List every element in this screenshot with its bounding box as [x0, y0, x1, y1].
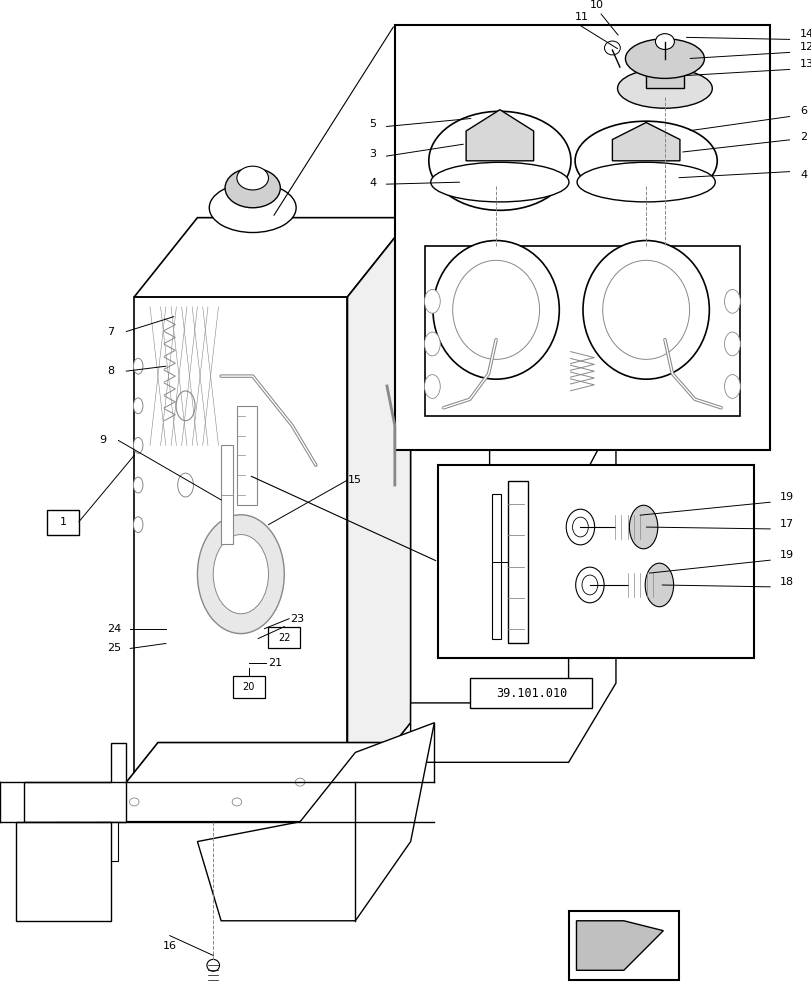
Text: 17: 17	[779, 519, 792, 529]
Ellipse shape	[232, 798, 242, 806]
Bar	[438, 465, 753, 658]
Polygon shape	[134, 218, 410, 297]
Ellipse shape	[178, 473, 193, 497]
Text: 1: 1	[59, 517, 67, 527]
Ellipse shape	[225, 168, 280, 208]
Text: 4: 4	[368, 178, 375, 188]
Text: 39.101.010: 39.101.010	[496, 687, 566, 700]
Text: 22: 22	[277, 633, 290, 643]
Polygon shape	[424, 246, 739, 416]
Bar	[221, 445, 233, 544]
Ellipse shape	[723, 332, 740, 356]
Ellipse shape	[654, 34, 674, 50]
Text: 18: 18	[779, 577, 792, 587]
Ellipse shape	[213, 535, 268, 614]
Ellipse shape	[424, 289, 440, 313]
Text: 11: 11	[574, 12, 588, 22]
Ellipse shape	[424, 332, 440, 356]
Ellipse shape	[129, 798, 139, 806]
Bar	[568, 911, 678, 980]
Bar	[268, 627, 300, 648]
Text: 20: 20	[242, 682, 255, 692]
Ellipse shape	[176, 391, 195, 421]
Text: 25: 25	[107, 643, 122, 653]
Text: 10: 10	[589, 0, 603, 10]
Bar	[47, 510, 79, 535]
Ellipse shape	[581, 575, 597, 595]
Polygon shape	[611, 122, 679, 161]
Bar	[95, 822, 118, 861]
Ellipse shape	[424, 375, 440, 398]
Text: 3: 3	[369, 149, 375, 159]
Ellipse shape	[133, 517, 143, 533]
Ellipse shape	[574, 121, 716, 200]
Ellipse shape	[133, 438, 143, 453]
Bar	[233, 676, 264, 698]
Bar	[507, 481, 527, 643]
Ellipse shape	[133, 398, 143, 414]
Ellipse shape	[565, 509, 594, 545]
Polygon shape	[410, 406, 616, 762]
Bar	[491, 494, 501, 639]
Text: 8: 8	[107, 366, 114, 376]
Text: 16: 16	[162, 941, 177, 951]
Ellipse shape	[577, 162, 714, 202]
Polygon shape	[489, 247, 599, 287]
Ellipse shape	[237, 166, 268, 190]
Text: 24: 24	[107, 624, 122, 634]
Text: 6: 6	[799, 106, 806, 116]
Ellipse shape	[207, 959, 219, 971]
Ellipse shape	[723, 375, 740, 398]
Polygon shape	[646, 59, 683, 88]
Ellipse shape	[197, 515, 284, 634]
Ellipse shape	[723, 289, 740, 313]
Polygon shape	[24, 743, 127, 822]
Bar	[470, 678, 591, 708]
Ellipse shape	[431, 162, 569, 202]
Ellipse shape	[428, 111, 570, 210]
Text: 5: 5	[369, 119, 375, 129]
Ellipse shape	[645, 563, 673, 607]
Bar	[15, 822, 110, 921]
Bar	[237, 406, 256, 505]
Ellipse shape	[133, 358, 143, 374]
Text: 12: 12	[799, 42, 811, 52]
Polygon shape	[197, 723, 434, 921]
Ellipse shape	[582, 241, 709, 379]
Text: 4: 4	[799, 170, 806, 180]
Text: 13: 13	[799, 59, 811, 69]
Text: 19: 19	[779, 492, 792, 502]
Ellipse shape	[624, 39, 703, 78]
Text: 2: 2	[799, 132, 806, 142]
Ellipse shape	[603, 41, 620, 55]
Polygon shape	[347, 218, 410, 802]
Text: 14: 14	[799, 29, 811, 39]
Polygon shape	[576, 921, 663, 970]
Ellipse shape	[453, 260, 539, 359]
Bar	[55, 822, 79, 861]
Text: 7: 7	[107, 327, 114, 337]
Polygon shape	[95, 743, 426, 822]
Polygon shape	[466, 110, 533, 161]
Bar	[394, 25, 769, 450]
Text: 23: 23	[290, 614, 304, 624]
Text: 15: 15	[347, 475, 361, 485]
Ellipse shape	[629, 505, 657, 549]
Ellipse shape	[209, 183, 296, 233]
Ellipse shape	[602, 260, 689, 359]
Ellipse shape	[133, 477, 143, 493]
Ellipse shape	[572, 517, 588, 537]
Text: 9: 9	[99, 435, 106, 445]
Ellipse shape	[617, 69, 711, 108]
Polygon shape	[489, 287, 599, 505]
Ellipse shape	[575, 567, 603, 603]
Text: 21: 21	[268, 658, 282, 668]
Ellipse shape	[432, 241, 559, 379]
Polygon shape	[134, 297, 347, 802]
Text: 19: 19	[779, 550, 792, 560]
Ellipse shape	[295, 778, 304, 786]
